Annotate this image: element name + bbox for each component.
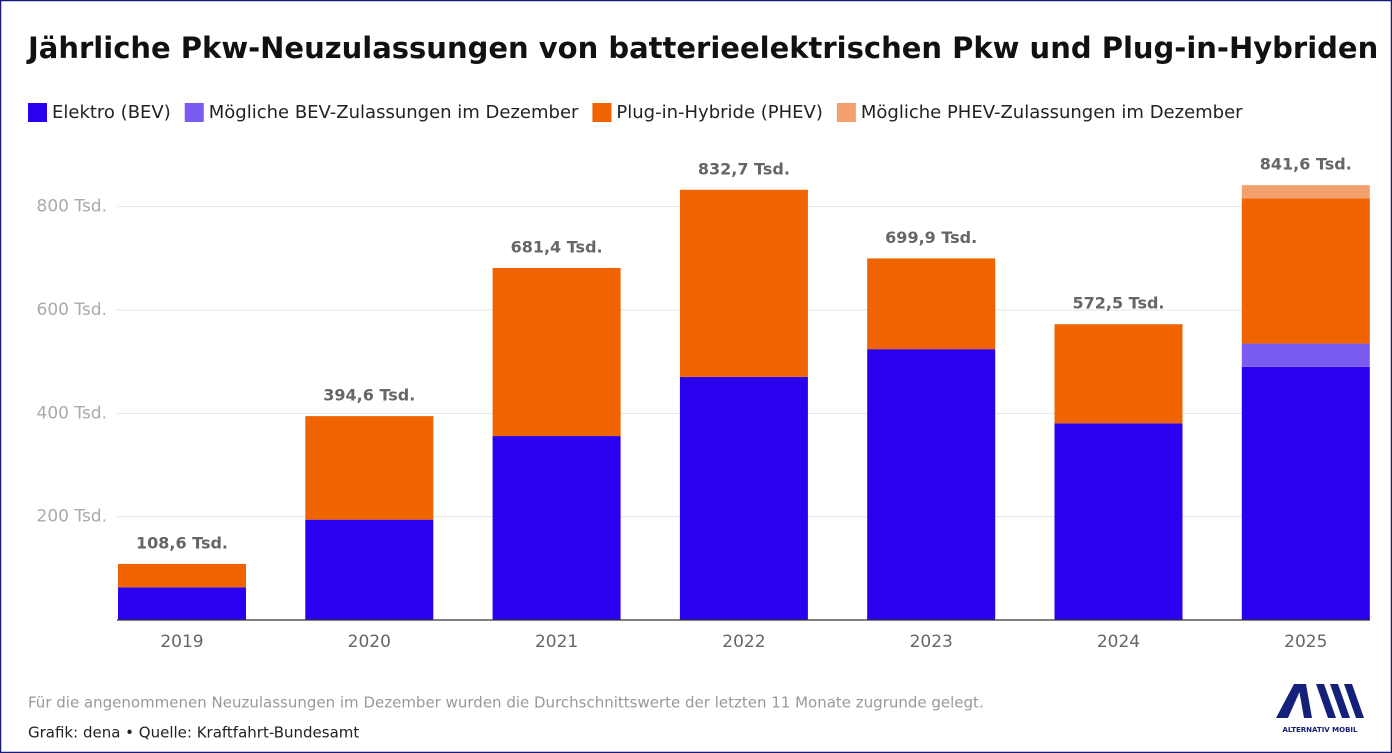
total-label: 699,9 Tsd. [885, 228, 977, 247]
total-label: 841,6 Tsd. [1260, 155, 1352, 174]
x-tick-label: 2020 [348, 632, 391, 652]
legend-swatch [184, 103, 204, 122]
bar-segment [305, 416, 434, 520]
logo-shape [1344, 684, 1364, 718]
legend-label: Elektro (BEV) [52, 102, 171, 123]
x-tick-label: 2024 [1097, 632, 1140, 652]
total-label: 108,6 Tsd. [136, 533, 228, 552]
x-tick-label: 2019 [160, 632, 203, 652]
source: Grafik: dena • Quelle: Kraftfahrt-Bundes… [28, 724, 359, 742]
x-tick-label: 2025 [1284, 632, 1327, 652]
bar-segment [492, 436, 621, 620]
logo-shape [1316, 684, 1336, 718]
y-tick-label: 600 Tsd. [37, 300, 107, 320]
bar-segment [1241, 185, 1370, 199]
bar-segment [1241, 198, 1370, 344]
note: Für die angenommenen Neuzulassungen im D… [28, 694, 984, 712]
logo-shape [1298, 684, 1312, 718]
bar-segment [118, 587, 246, 620]
logo: ALTERNATIV MOBIL [1276, 684, 1364, 734]
bar-segment [1054, 324, 1183, 424]
logo-shape [1276, 684, 1303, 718]
chart-title: Jährliche Pkw-Neuzulassungen von batteri… [26, 31, 1378, 65]
legend-swatch [28, 103, 47, 122]
legend-label: Mögliche PHEV-Zulassungen im Dezember [861, 102, 1243, 123]
y-tick-label: 800 Tsd. [37, 197, 107, 217]
y-tick-label: 400 Tsd. [37, 403, 107, 423]
bar-segment [118, 563, 246, 588]
legend-swatch [836, 103, 856, 122]
total-label: 394,6 Tsd. [323, 386, 415, 405]
x-tick-label: 2022 [722, 632, 765, 652]
bar-segment [305, 519, 434, 620]
bar-segment [1054, 423, 1183, 620]
total-label: 681,4 Tsd. [511, 237, 603, 256]
bar-segment [1241, 343, 1370, 367]
legend-label: Mögliche BEV-Zulassungen im Dezember [209, 102, 579, 123]
legend: Elektro (BEV) Mögliche BEV-Zulassungen im… [28, 102, 1243, 123]
y-tick-label: 200 Tsd. [37, 507, 107, 527]
x-tick-label: 2023 [910, 632, 953, 652]
bar-segment [867, 349, 996, 620]
bar-segment [867, 258, 996, 350]
total-label: 832,7 Tsd. [698, 159, 790, 178]
total-label: 572,5 Tsd. [1072, 294, 1164, 313]
legend-swatch [592, 103, 612, 122]
x-tick-label: 2021 [535, 632, 578, 652]
logo-text: ALTERNATIV MOBIL [1283, 726, 1358, 734]
bar-segment [492, 267, 621, 437]
bar-segment [679, 376, 808, 620]
bar-segment [679, 189, 808, 377]
legend-label: Plug-in-Hybride (PHEV) [616, 102, 822, 123]
logo-shape [1330, 684, 1350, 718]
bar-segment [1241, 366, 1370, 620]
